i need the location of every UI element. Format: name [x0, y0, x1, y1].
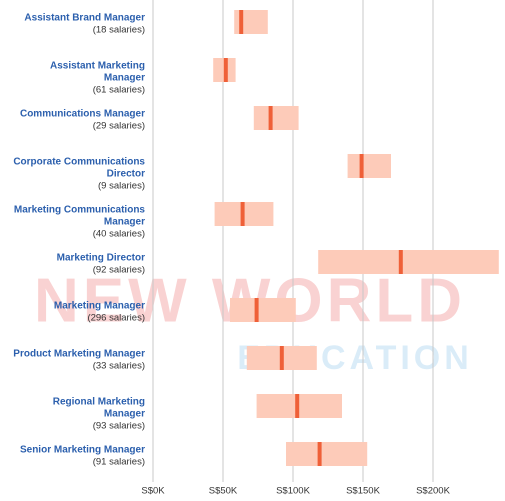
median-marker	[279, 346, 284, 370]
job-title: Regional Marketing	[53, 397, 145, 408]
job-title: Corporate Communications	[13, 157, 145, 168]
x-tick-label: S$200K	[416, 486, 450, 497]
salary-count: (18 salaries)	[93, 25, 145, 36]
salary-range-bar	[347, 154, 391, 178]
x-tick-label: S$0K	[141, 486, 165, 497]
salary-count: (91 salaries)	[93, 457, 145, 468]
salary-range-bar	[253, 106, 299, 130]
job-title: Manager	[104, 409, 145, 420]
salary-range-bar	[230, 298, 296, 322]
salary-count: (33 salaries)	[93, 361, 145, 372]
salary-count: (93 salaries)	[93, 421, 145, 432]
median-marker	[240, 202, 245, 226]
salary-count: (296 salaries)	[87, 313, 145, 324]
salary-range-bar	[286, 442, 368, 466]
salary-count: (61 salaries)	[93, 85, 145, 96]
job-title: Product Marketing Manager	[13, 349, 145, 360]
median-marker	[295, 394, 300, 418]
median-marker	[317, 442, 322, 466]
job-title: Senior Marketing Manager	[20, 445, 145, 456]
job-title: Assistant Marketing	[50, 61, 145, 72]
median-marker	[223, 58, 228, 82]
x-tick-label: S$100K	[276, 486, 310, 497]
median-marker	[239, 10, 244, 34]
job-title: Communications Manager	[20, 109, 145, 120]
salary-count: (40 salaries)	[93, 229, 145, 240]
x-tick-label: S$50K	[209, 486, 238, 497]
job-title: Assistant Brand Manager	[24, 13, 145, 24]
job-title: Manager	[104, 217, 145, 228]
median-marker	[359, 154, 364, 178]
salary-count: (92 salaries)	[93, 265, 145, 276]
salary-count: (9 salaries)	[98, 181, 145, 192]
job-title: Marketing Communications	[14, 205, 146, 216]
salary-range-bar	[256, 394, 342, 418]
job-title: Marketing Director	[57, 253, 145, 264]
median-marker	[254, 298, 259, 322]
salary-range-bar	[318, 250, 499, 274]
median-marker	[268, 106, 273, 130]
salary-count: (29 salaries)	[93, 121, 145, 132]
job-title: Director	[107, 169, 145, 180]
job-title: Marketing Manager	[54, 301, 145, 312]
x-tick-label: S$150K	[346, 486, 380, 497]
median-marker	[398, 250, 403, 274]
job-title: Manager	[104, 73, 145, 84]
